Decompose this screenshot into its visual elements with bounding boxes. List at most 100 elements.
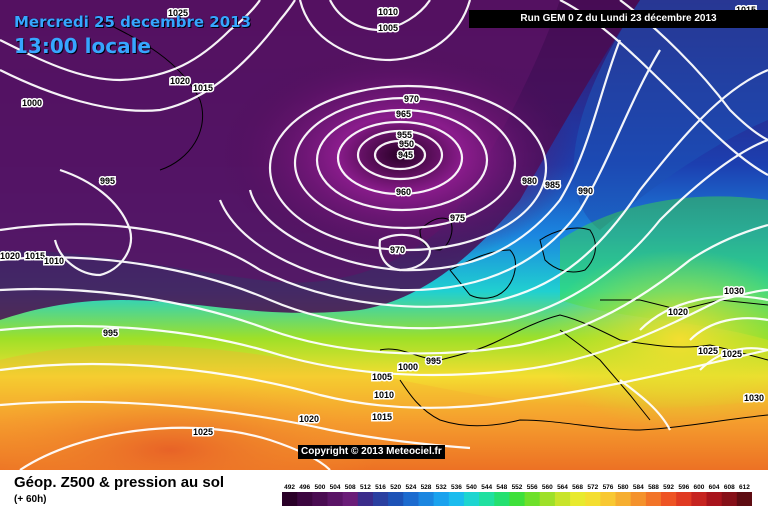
legend-swatch [327,492,344,506]
pressure-label: 945 [398,150,413,160]
legend-tick-label: 584 [633,484,644,491]
legend-tick-label: 536 [451,484,462,491]
legend-swatch [585,492,601,506]
legend-swatch [418,492,435,506]
product-title: Géop. Z500 & pression au sol [14,474,225,491]
pressure-label: 1025 [168,8,188,18]
legend-swatch [509,492,526,506]
pressure-label: 995 [103,328,118,338]
pressure-label: 1010 [44,256,64,266]
weather-map: 1025 1010 1005 1020 1015 1000 970 965 95… [0,0,768,470]
pressure-labels: 1025 1010 1005 1020 1015 1000 970 965 95… [0,4,766,439]
pressure-label: 995 [100,176,115,186]
legend-swatch [373,492,389,506]
pressure-label: 970 [390,245,405,255]
legend-tick-label: 496 [299,484,310,491]
legend-tick-label: 576 [603,484,614,491]
legend-swatch [554,492,571,506]
pressure-label: 1005 [378,23,398,33]
legend-tick-label: 524 [405,484,416,491]
pressure-label: 1020 [0,251,20,261]
pressure-label: 980 [522,176,537,186]
pressure-label: 1030 [744,393,764,403]
legend-swatch [312,492,328,506]
legend-tick-label: 600 [693,484,704,491]
model-run-info: Run GEM 0 Z du Lundi 23 décembre 2013 [469,10,768,28]
legend-tick-label: 544 [481,484,492,491]
pressure-label: 1015 [25,251,45,261]
legend-tick-label: 592 [663,484,674,491]
pressure-label: 955 [397,130,412,140]
pressure-label: 1010 [374,390,394,400]
legend-tick-label: 516 [375,484,386,491]
pressure-label: 990 [578,186,593,196]
pressure-label: 1015 [193,83,213,93]
pressure-label: 1025 [722,349,742,359]
legend-tick-label: 492 [284,484,295,491]
legend-tick-label: 604 [709,484,720,491]
legend-tick-label: 500 [314,484,325,491]
coastlines [99,19,768,431]
legend-swatch [706,492,723,506]
legend-tick-label: 556 [527,484,538,491]
pressure-label: 1025 [193,427,213,437]
forecast-lead-time: (+ 60h) [14,494,47,505]
legend-swatch [463,492,480,506]
legend-swatch [524,492,541,506]
pressure-label: 1025 [698,346,718,356]
legend-swatch [661,492,677,506]
pressure-label: 970 [404,94,419,104]
legend-tick-label: 560 [542,484,553,491]
pressure-label: 1020 [299,414,319,424]
legend-swatch [433,492,450,506]
pressure-label: 1010 [378,7,398,17]
isobar-lines [0,0,768,470]
copyright-notice: Copyright © 2013 Meteociel.fr [298,445,445,459]
legend-swatch [645,492,662,506]
legend-tick-label: 504 [330,484,341,491]
pressure-label: 950 [399,139,414,149]
legend-swatch [676,492,692,506]
pressure-label: 960 [396,187,411,197]
legend-tick-label: 520 [390,484,401,491]
legend-tick-label: 528 [421,484,432,491]
legend-tick-label: 564 [557,484,568,491]
legend-swatch [297,492,313,506]
pressure-label: 1030 [724,286,744,296]
legend-swatch [600,492,617,506]
color-scale-legend: 492 496 500 504 508 512 516 520 524 528 532 536 540 5… [282,484,752,506]
legend-swatch [615,492,632,506]
legend-swatch [357,492,374,506]
forecast-time: 13:00 locale [14,34,151,58]
pressure-label: 1000 [22,98,42,108]
legend-swatch [388,492,404,506]
legend-swatch [494,492,510,506]
pressure-label: 1020 [170,76,190,86]
pressure-label: 1005 [372,372,392,382]
legend-swatch [721,492,738,506]
legend-swatch [342,492,359,506]
pressure-label: 965 [396,109,411,119]
legend-tick-label: 588 [648,484,659,491]
pressure-label: 975 [450,213,465,223]
legend-tick-label: 580 [618,484,629,491]
pressure-label: 1015 [372,412,392,422]
pressure-label: 995 [426,356,441,366]
legend-swatch [736,492,752,506]
pressure-label: 1020 [668,307,688,317]
legend-swatch [630,492,647,506]
legend-tick-label: 568 [572,484,583,491]
legend-swatch [479,492,495,506]
legend-tick-label: 612 [739,484,750,491]
legend-tick-label: 608 [724,484,735,491]
legend-tick-label: 508 [345,484,356,491]
legend-tick-label: 512 [360,484,371,491]
forecast-date: Mercredi 25 decembre 2013 [14,13,252,31]
legend-tick-label: 596 [678,484,689,491]
legend-tick-label: 572 [587,484,598,491]
legend-tick-label: 552 [512,484,523,491]
legend-tick-label: 548 [496,484,507,491]
legend-swatch [448,492,465,506]
legend-tick-label: 540 [466,484,477,491]
